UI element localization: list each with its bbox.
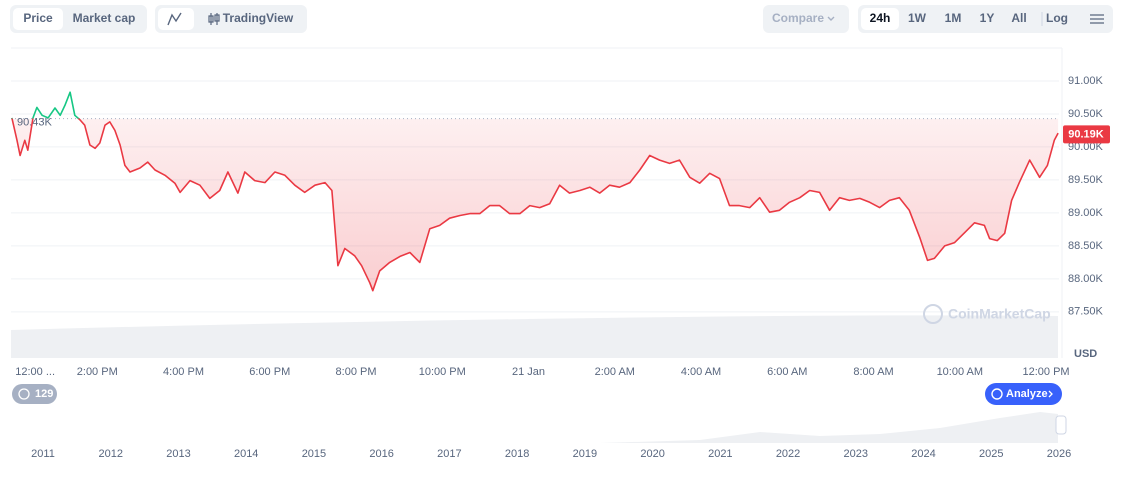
y-tick-label: 88.00K <box>1068 273 1104 285</box>
x-tick-label: 6:00 AM <box>767 366 807 378</box>
year-label: 2019 <box>573 448 597 460</box>
watermark: CoinMarketCap <box>948 306 1051 322</box>
year-label: 2017 <box>437 448 461 460</box>
last-price-label: 90.19K <box>1068 128 1104 140</box>
log-label[interactable]: Log <box>1046 11 1068 25</box>
compare-button[interactable] <box>763 5 849 33</box>
x-tick-label: 21 Jan <box>512 366 545 378</box>
market-cap-label[interactable]: Market cap <box>73 11 136 25</box>
range-label[interactable]: 24h <box>870 11 891 25</box>
range-label[interactable]: All <box>1011 11 1026 25</box>
y-unit: USD <box>1074 348 1097 360</box>
y-tick-label: 90.00K <box>1068 141 1104 153</box>
settings-icon[interactable] <box>1090 14 1104 24</box>
year-label: 2023 <box>844 448 868 460</box>
tradingview-label[interactable]: TradingView <box>223 11 294 25</box>
x-tick-label: 2:00 PM <box>77 366 118 378</box>
range-24h[interactable] <box>861 8 899 30</box>
year-label: 2011 <box>31 448 55 460</box>
history-icon <box>18 388 30 400</box>
x-tick-label: 4:00 AM <box>681 366 721 378</box>
year-label: 2022 <box>776 448 800 460</box>
x-tick-label: 6:00 PM <box>249 366 290 378</box>
range-label[interactable]: 1M <box>945 11 962 25</box>
last-price-badge <box>1063 125 1110 144</box>
analyze-button[interactable] <box>985 383 1062 405</box>
year-label: 2015 <box>302 448 326 460</box>
analyze-label[interactable]: Analyze <box>1006 388 1048 400</box>
y-tick-label: 89.00K <box>1068 207 1104 219</box>
x-tick-label: 8:00 PM <box>336 366 377 378</box>
watermark-logo <box>923 304 943 324</box>
y-tick-label: 88.50K <box>1068 240 1104 252</box>
year-label: 2018 <box>505 448 529 460</box>
y-tick-label: 87.50K <box>1068 306 1104 318</box>
year-label: 2021 <box>708 448 732 460</box>
range-label[interactable]: 1Y <box>980 11 995 25</box>
x-tick-label: 10:00 AM <box>937 366 983 378</box>
price-tab[interactable] <box>13 8 63 30</box>
x-tick-label: 12:00 PM <box>1023 366 1070 378</box>
analyze-icon <box>991 388 1003 400</box>
year-label: 2014 <box>234 448 258 460</box>
count-label[interactable]: 129 <box>35 388 53 400</box>
line-icon <box>167 12 182 26</box>
x-tick-label: 12:00 ... <box>15 366 55 378</box>
year-label: 2013 <box>166 448 190 460</box>
baseline-label: 90.43K <box>17 116 53 128</box>
navigator-area <box>11 412 1058 443</box>
x-tick-label: 8:00 AM <box>853 366 893 378</box>
year-label: 2020 <box>640 448 664 460</box>
line-view[interactable] <box>158 8 194 30</box>
candle-icon <box>208 13 220 25</box>
year-label: 2024 <box>911 448 935 460</box>
price-area <box>12 118 1059 291</box>
y-tick-label: 90.50K <box>1068 108 1104 120</box>
year-label: 2026 <box>1047 448 1071 460</box>
x-tick-label: 4:00 PM <box>163 366 204 378</box>
year-label: 2016 <box>369 448 393 460</box>
x-tick-label: 2:00 AM <box>595 366 635 378</box>
y-tick-label: 89.50K <box>1068 174 1104 186</box>
navigator-handle[interactable] <box>1055 415 1067 435</box>
range-toggle <box>858 5 1113 33</box>
price-label[interactable]: Price <box>23 11 53 25</box>
chevron <box>827 16 835 21</box>
range-label[interactable]: 1W <box>908 11 927 25</box>
volume-area <box>11 315 1058 358</box>
price-line <box>11 91 1059 292</box>
compare-label[interactable]: Compare <box>772 11 824 25</box>
y-tick-label: 91.00K <box>1068 75 1104 87</box>
chevron <box>1048 390 1053 398</box>
year-label: 2012 <box>98 448 122 460</box>
year-label: 2025 <box>979 448 1003 460</box>
x-tick-label: 10:00 PM <box>419 366 466 378</box>
